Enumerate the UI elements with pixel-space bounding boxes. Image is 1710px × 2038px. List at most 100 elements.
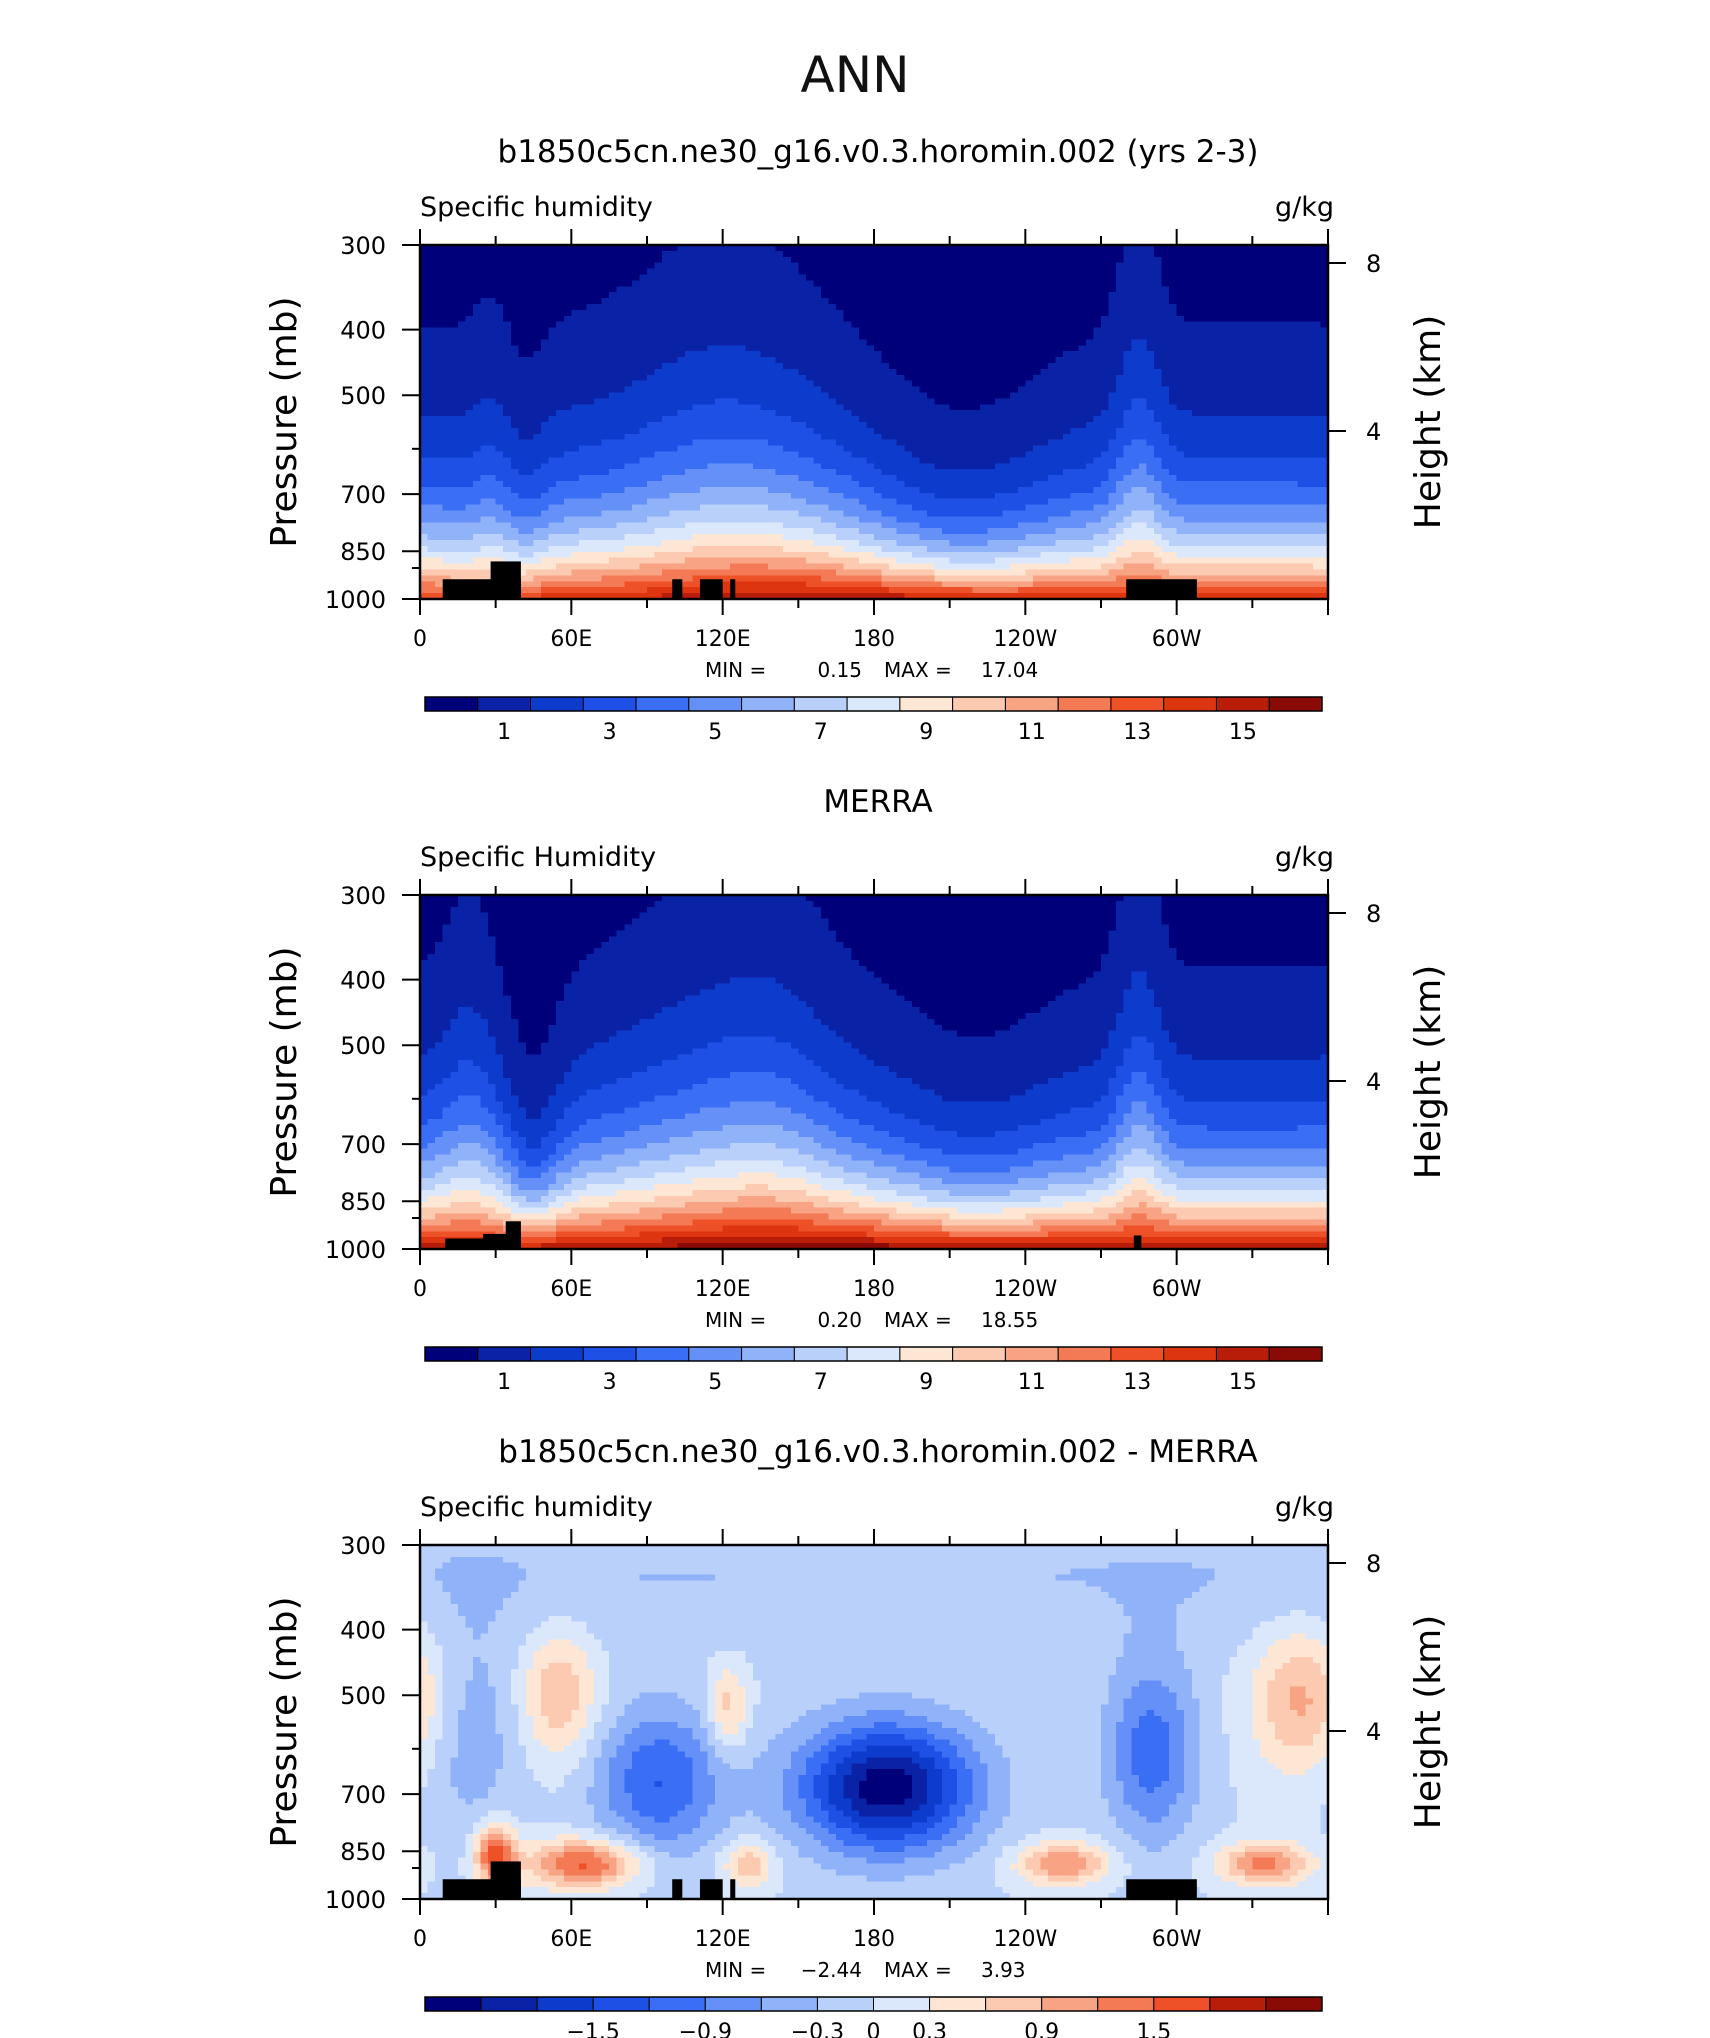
heatmap-cell [919, 433, 928, 441]
heatmap-cell [1275, 309, 1284, 317]
heatmap-cell [525, 292, 535, 299]
heatmap-cell [805, 286, 815, 293]
heatmap-cell [420, 451, 429, 458]
heatmap-cell [488, 339, 497, 346]
heatmap-cell [563, 286, 572, 293]
heatmap-cell [911, 245, 920, 252]
heatmap-cell [707, 463, 716, 470]
heatmap-cell [722, 374, 731, 382]
heatmap-cell [1108, 333, 1117, 340]
heatmap-cell [525, 368, 535, 376]
heatmap-cell [1146, 274, 1155, 281]
heatmap-cell [1055, 410, 1064, 417]
heatmap-cell [858, 309, 868, 317]
heatmap-cell [760, 380, 769, 388]
heatmap-cell [457, 357, 466, 364]
heatmap-cell [1040, 475, 1049, 482]
heatmap-cell [1275, 481, 1284, 488]
heatmap-cell [1161, 292, 1170, 299]
heatmap-cell [949, 481, 958, 488]
heatmap-cell [624, 422, 633, 429]
heatmap-cell [556, 374, 565, 382]
heatmap-cell [987, 286, 996, 293]
heatmap-cell [518, 433, 527, 441]
heatmap-cell [995, 451, 1004, 458]
heatmap-cell [730, 486, 739, 494]
heatmap-cell [979, 345, 989, 352]
heatmap-cell [631, 368, 641, 376]
heatmap-cell [495, 439, 504, 447]
heatmap-cell [442, 392, 451, 399]
heatmap-cell [1267, 345, 1276, 352]
heatmap-cell [798, 309, 807, 317]
heatmap-cell [427, 469, 436, 476]
heatmap-cell [896, 262, 905, 270]
heatmap-cell [911, 374, 920, 382]
heatmap-cell [495, 422, 504, 429]
heatmap-cell [450, 374, 459, 382]
heatmap-cell [866, 451, 875, 458]
heatmap-cell [874, 416, 883, 423]
heatmap-cell [760, 445, 769, 453]
heatmap-cell [768, 333, 777, 340]
heatmap-cell [1191, 422, 1200, 429]
heatmap-cell [510, 339, 519, 346]
heatmap-cell [752, 268, 762, 276]
heatmap-cell [624, 433, 633, 441]
heatmap-cell [465, 481, 474, 488]
heatmap-cell [926, 280, 936, 287]
heatmap-cell [669, 404, 678, 411]
heatmap-cell [1138, 469, 1147, 476]
heatmap-cell [821, 339, 830, 346]
heatmap-cell [760, 486, 769, 494]
heatmap-cell [631, 416, 641, 423]
heatmap-cell [1267, 250, 1276, 258]
heatmap-cell [1191, 339, 1200, 346]
heatmap-cell [783, 392, 792, 399]
heatmap-cell [1108, 445, 1117, 453]
heatmap-cell [1297, 451, 1306, 458]
heatmap-cell [495, 345, 504, 352]
heatmap-cell [624, 451, 633, 458]
heatmap-cell [548, 374, 557, 382]
heatmap-cell [1252, 404, 1261, 411]
heatmap-cell [775, 309, 784, 317]
heatmap-cell [715, 380, 724, 388]
heatmap-cell [972, 309, 981, 317]
heatmap-cell [677, 245, 686, 252]
heatmap-cell [730, 298, 739, 305]
heatmap-cell [987, 315, 996, 323]
heatmap-cell [889, 416, 898, 423]
heatmap-cell [1078, 315, 1087, 323]
heatmap-cell [942, 404, 951, 411]
heatmap-cell [594, 368, 603, 376]
heatmap-cell [677, 274, 686, 281]
heatmap-cell [1048, 339, 1057, 346]
heatmap-cell [1002, 392, 1011, 399]
heatmap-cell [896, 392, 905, 399]
heatmap-cell [639, 262, 648, 270]
heatmap-cell [472, 368, 482, 376]
heatmap-cell [1078, 268, 1087, 276]
heatmap-cell [601, 250, 610, 258]
heatmap-cell [798, 439, 807, 447]
heatmap-cell [805, 427, 815, 435]
heatmap-cell [503, 268, 512, 276]
heatmap-cell [450, 427, 459, 435]
heatmap-cell [435, 286, 444, 293]
heatmap-cell [1305, 404, 1314, 411]
heatmap-cell [1169, 416, 1178, 423]
heatmap-cell [919, 451, 928, 458]
heatmap-cell [957, 268, 966, 276]
heatmap-cell [942, 298, 951, 305]
heatmap-cell [1017, 445, 1026, 453]
heatmap-cell [942, 280, 951, 287]
heatmap-cell [866, 374, 875, 382]
heatmap-cell [1116, 351, 1125, 358]
heatmap-cell [457, 262, 466, 270]
heatmap-cell [1093, 321, 1102, 329]
heatmap-cell [1161, 463, 1170, 470]
heatmap-cell [775, 416, 784, 423]
heatmap-cell [775, 374, 784, 382]
heatmap-cell [1063, 333, 1072, 340]
